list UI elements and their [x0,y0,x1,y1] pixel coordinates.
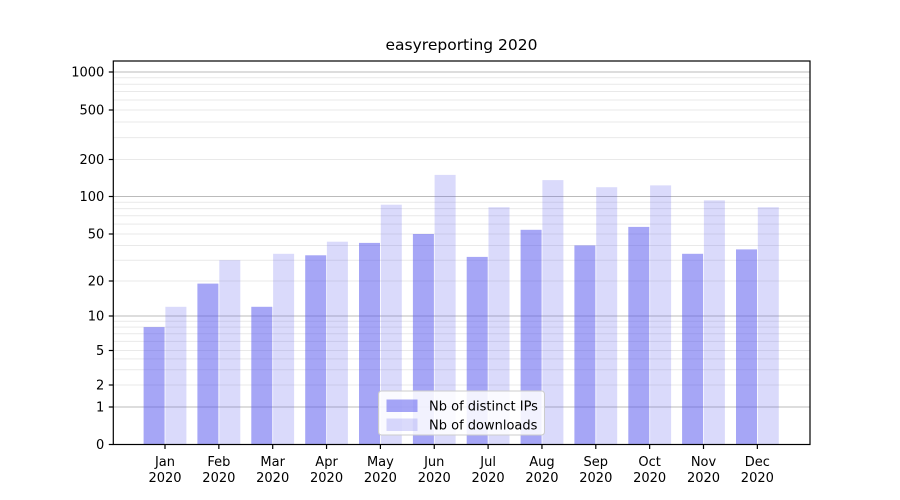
x-tick-label-month: Oct [638,455,660,470]
bar-sep-s0 [574,245,596,445]
y-tick-label: 500 [79,104,104,119]
x-tick-label-year: 2020 [418,471,451,486]
y-tick-label: 1 [96,401,104,416]
x-tick-label-year: 2020 [579,471,612,486]
bar-feb-s1 [219,260,241,445]
legend-label-1: Nb of downloads [429,419,538,434]
y-tick-label: 5 [96,344,104,359]
x-tick-label-month: Jan [154,455,175,470]
bar-oct-s0 [628,226,650,445]
bar-may-s0 [359,242,380,445]
bar-mar-s0 [251,306,273,445]
bar-apr-s0 [305,255,327,445]
x-tick-label-month: Dec [745,455,770,470]
legend-label-0: Nb of distinct IPs [429,400,538,415]
x-tick-label-year: 2020 [525,471,558,486]
x-tick-label-year: 2020 [310,471,343,486]
x-tick-label-year: 2020 [202,471,235,486]
x-tick-label-month: Jun [423,455,444,470]
bar-may-s1 [380,204,402,445]
y-tick-label: 100 [79,190,104,205]
y-tick-label: 2 [96,379,104,394]
x-tick-label-month: Nov [691,455,717,470]
bar-dec-s1 [757,207,779,445]
legend: Nb of distinct IPs Nb of downloads [378,390,545,436]
x-tick-label-year: 2020 [472,471,505,486]
y-tick-label: 200 [79,153,104,168]
x-tick-label-month: Aug [529,455,554,470]
y-tick-label: 20 [88,275,105,290]
bar-nov-s1 [703,200,725,445]
x-tick-label-year: 2020 [687,471,720,486]
bar-nov-s0 [682,253,704,445]
bar-jun-s1 [434,174,456,445]
bar-jan-s1 [165,306,187,445]
x-tick-label-month: Mar [260,455,285,470]
y-tick-label: 10 [88,310,105,325]
bar-mar-s1 [273,253,295,445]
bar-apr-s1 [326,241,348,445]
y-tick-label: 50 [88,228,105,243]
plot-frame [112,60,811,446]
x-tick-label-year: 2020 [364,471,397,486]
bar-jul-s1 [488,207,510,445]
bar-dec-s0 [736,249,757,445]
legend-box [378,390,545,436]
y-axis: 0 1 2 5 10 20 50 100 200 500 1000 [71,66,114,453]
bar-oct-s1 [650,185,672,445]
chart-title: easyreporting 2020 [385,36,538,54]
bar-jan-s0 [143,327,165,445]
x-tick-label-year: 2020 [741,471,774,486]
x-tick-label-month: Apr [315,455,338,470]
x-tick-label-year: 2020 [148,471,181,486]
x-tick-label-year: 2020 [633,471,666,486]
legend-swatch-1 [386,418,418,431]
bar-feb-s0 [197,283,219,445]
legend-swatch-0 [386,399,418,412]
x-axis: Jan2020Feb2020Mar2020Apr2020May2020Jun20… [148,444,774,486]
bar-sep-s1 [596,187,618,445]
gridlines-minor [113,77,810,386]
bar-aug-s1 [542,180,564,445]
bars-series-1 [165,174,779,445]
x-tick-label-month: Feb [207,455,230,470]
y-tick-label: 1000 [71,66,104,81]
x-tick-label-month: May [367,455,394,470]
x-tick-label-year: 2020 [256,471,289,486]
x-tick-label-month: Jul [479,455,496,470]
x-tick-label-month: Sep [584,455,609,470]
y-tick-label: 0 [96,438,104,453]
